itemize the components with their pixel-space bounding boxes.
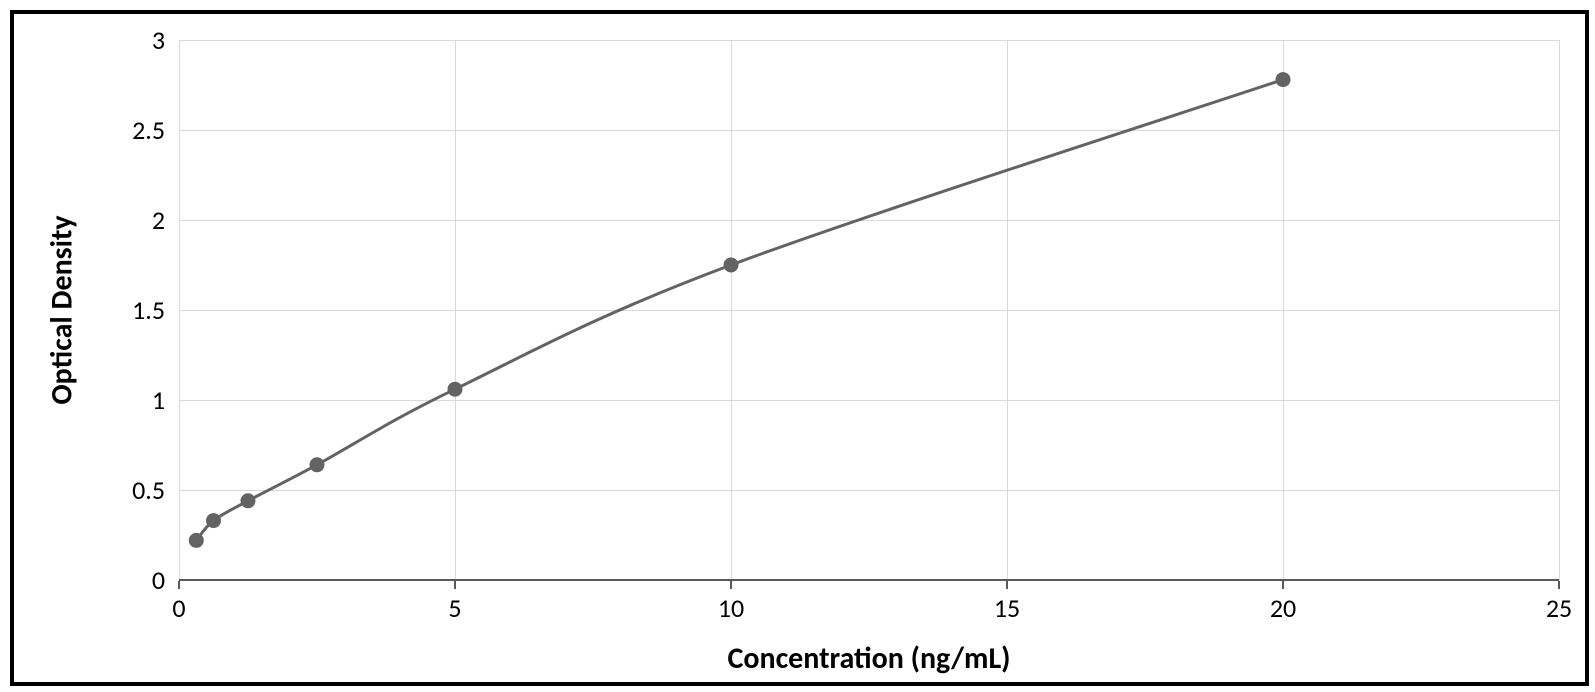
chart-wrap: 051015202500.511.522.53 Concentration (n…: [14, 14, 1585, 682]
x-tick-mark: [1006, 581, 1008, 589]
data-point-marker: [448, 382, 462, 396]
data-point-marker: [1276, 73, 1290, 87]
y-axis-title: Optical Density: [44, 215, 81, 404]
x-tick-mark: [730, 581, 732, 589]
data-point-marker: [207, 514, 221, 528]
data-point-marker: [310, 458, 324, 472]
data-point-marker: [241, 494, 255, 508]
gridline-vertical: [1559, 40, 1560, 580]
x-axis-title: Concentration (ng/mL): [728, 640, 1011, 677]
plot-area: 051015202500.511.522.53: [179, 40, 1559, 580]
y-tick-label: 2: [152, 204, 165, 236]
y-tick-label: 0.5: [132, 474, 165, 506]
series-line: [196, 80, 1283, 541]
x-tick-label: 15: [994, 592, 1020, 624]
data-point-marker: [189, 533, 203, 547]
x-tick-label: 0: [172, 592, 185, 624]
x-tick-label: 20: [1270, 592, 1296, 624]
data-point-marker: [724, 258, 738, 272]
x-tick-mark: [1558, 581, 1560, 589]
y-tick-label: 2.5: [132, 114, 165, 146]
y-tick-label: 1.5: [132, 294, 165, 326]
x-tick-mark: [454, 581, 456, 589]
y-tick-label: 1: [152, 384, 165, 416]
y-tick-label: 0: [152, 564, 165, 596]
chart-frame: 051015202500.511.522.53 Concentration (n…: [10, 10, 1589, 686]
series-svg: [179, 40, 1559, 580]
x-tick-label: 25: [1546, 592, 1572, 624]
x-tick-label: 10: [718, 592, 744, 624]
x-tick-mark: [1282, 581, 1284, 589]
y-tick-label: 3: [152, 24, 165, 56]
x-tick-label: 5: [448, 592, 461, 624]
x-tick-mark: [178, 581, 180, 589]
